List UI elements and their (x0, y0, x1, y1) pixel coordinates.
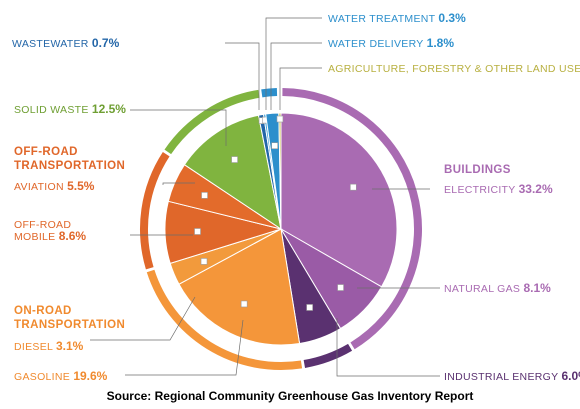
label-solid_waste: SOLID WASTE 12.5% (14, 102, 126, 116)
label-wastewater: WASTEWATER 0.7% (12, 36, 120, 50)
slice-marker-solid-waste (231, 156, 238, 163)
label-offroad_mobile: OFF-ROAD MOBILE 8.6% (14, 219, 86, 243)
leader-line-5 (130, 109, 227, 146)
leader-line-3 (270, 42, 322, 110)
slice-marker-industrial-energy (306, 304, 313, 311)
slice-marker-gasoline (240, 300, 248, 308)
group-title-onroad: ON-ROAD TRANSPORTATION (14, 305, 125, 331)
label-industrial_energy: INDUSTRIAL ENERGY 6.0% (444, 369, 580, 383)
slice-marker-natural-gas (337, 284, 344, 291)
slice-marker-aviation (201, 192, 208, 199)
slice-marker-water-delivery (271, 142, 278, 150)
leader-line-6 (162, 182, 195, 185)
label-diesel: DIESEL 3.1% (14, 339, 84, 353)
label-agriculture: AGRICULTURE, FORESTRY & OTHER LAND USE 0… (328, 61, 580, 75)
label-electricity: ELECTRICITY 33.2% (444, 182, 553, 196)
leader-line-2 (265, 17, 322, 110)
pie-chart: WASTEWATER 0.7% WATER TREATMENT 0.3% WATER… (12, 11, 580, 383)
slice-marker-electricity (349, 183, 357, 191)
pie-slice-solid-waste (183, 114, 282, 231)
leader-line-9 (125, 319, 244, 376)
source-caption: Source: Regional Community Greenhouse Ga… (106, 389, 474, 403)
pie-slice-agriculture-forestry-other-land-use (278, 112, 282, 230)
pie-slice-electricity (280, 112, 398, 288)
label-gasoline: GASOLINE 19.6% (14, 369, 108, 383)
label-water_treatment: WATER TREATMENT 0.3% (328, 11, 466, 25)
leader-line-1 (225, 42, 260, 110)
ring-arc-onroad (146, 269, 303, 370)
label-natural_gas: NATURAL GAS 8.1% (444, 281, 551, 295)
label-aviation: AVIATION 5.5% (14, 179, 95, 193)
label-water_delivery: WATER DELIVERY 1.8% (328, 36, 454, 50)
slice-marker-agriculture-forestry-other-land-use (276, 115, 284, 123)
group-title-buildings: BUILDINGS (444, 164, 511, 176)
ring-arc-waste (164, 89, 260, 155)
pie-slice-gasoline (178, 228, 301, 346)
ring-arc-offroad (140, 152, 170, 270)
leader-line-4 (279, 67, 322, 110)
ring-arc-water (261, 88, 278, 98)
slice-marker-diesel (200, 258, 208, 265)
ring-arc-buildings (282, 88, 422, 350)
slice-marker-off-road-mobile (194, 228, 201, 235)
ring-arc-industrial (303, 343, 353, 368)
leader-line-12 (336, 318, 440, 377)
group-title-offroad: OFF-ROAD TRANSPORTATION (14, 146, 125, 172)
leader-line-8 (90, 296, 196, 341)
